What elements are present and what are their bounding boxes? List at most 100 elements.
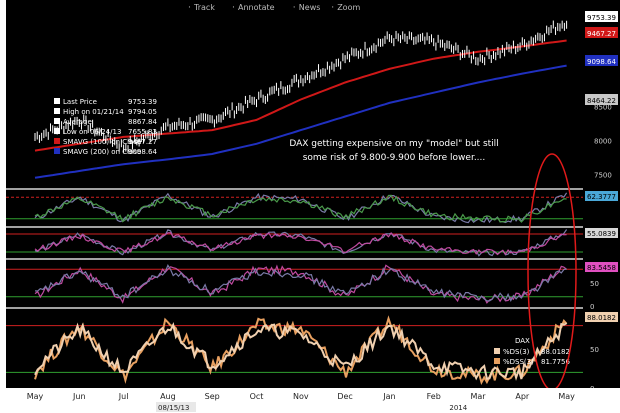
month-label: Aug <box>160 392 176 401</box>
date-tag-label: 08/15/13 <box>158 404 189 412</box>
legend-label: High on 01/21/14 <box>63 108 124 116</box>
month-label: Oct <box>250 392 264 401</box>
oscillator-line <box>34 192 568 224</box>
legend-value: 9753.39 <box>128 98 157 106</box>
oscillator-line <box>34 229 568 257</box>
month-label: Mar <box>470 392 486 401</box>
panel-tag: 55.0839 <box>585 228 618 238</box>
panel-tag: 88.0182 <box>585 312 618 322</box>
legend-swatch <box>54 148 60 154</box>
magnifier-icon: · <box>331 3 334 13</box>
stoch-legend-swatch <box>494 348 500 354</box>
panel-tag-box <box>585 262 618 272</box>
price-axis-tick: 8500 <box>594 103 612 111</box>
month-label: May <box>27 392 44 401</box>
legend-value: 9794.05 <box>128 108 157 116</box>
price-axis-tick: 8000 <box>594 137 612 145</box>
pencil-icon: · <box>232 3 235 13</box>
month-label: Jun <box>72 392 86 401</box>
date-tag-box <box>156 402 196 412</box>
legend-label: Last Price <box>63 98 97 106</box>
toolbar-item[interactable]: · News <box>293 3 321 13</box>
sma200-line <box>34 64 567 179</box>
price-series <box>34 20 568 154</box>
date-tag: 08/15/13 <box>156 402 196 412</box>
legend-value: 8867.84 <box>128 118 157 126</box>
legend-value: 9098.64 <box>128 148 157 156</box>
stoch-legend: DAX %DS(3) 88.0182 %DSS(3) 81.7756 <box>494 337 570 366</box>
month-label: Nov <box>293 392 309 401</box>
legend-label: SMAVG (100) on Close <box>63 138 141 146</box>
panel-tag-label: 55.0839 <box>587 230 616 238</box>
toolbar-label: Annotate <box>238 3 275 12</box>
month-label: Apr <box>515 392 530 401</box>
panel-tag-box <box>585 228 618 238</box>
panel-tick: 50 <box>590 280 599 288</box>
month-label: Jul <box>118 392 129 401</box>
legend-swatch <box>54 108 60 114</box>
x-axis-background <box>0 388 620 413</box>
plus-icon: · <box>188 3 191 13</box>
stoch-legend-title: DAX <box>515 337 530 345</box>
panel-tag: 83.5458 <box>585 262 618 272</box>
panel-tick: 0 <box>590 303 594 311</box>
panel-tag-box <box>585 312 618 322</box>
month-label: Feb <box>427 392 441 401</box>
price-tag: 9467.27 <box>585 27 618 38</box>
legend-swatch <box>54 118 60 124</box>
price-tag: 9753.39 <box>585 11 618 22</box>
toolbar-item[interactable]: · Zoom <box>331 3 360 13</box>
legend-value: 7655.83 <box>128 128 157 136</box>
price-tag-label: 9753.39 <box>587 14 616 22</box>
price-tag-box <box>585 11 618 22</box>
oscillator-line <box>34 315 568 386</box>
stoch-legend-swatch <box>494 358 500 364</box>
toolbar-label: News <box>299 3 321 12</box>
price-tag-box <box>585 94 618 105</box>
legend-value: 9467.27 <box>128 138 157 146</box>
price-legend: Last Price 9753.39 High on 01/21/14 9794.05… <box>54 98 157 156</box>
legend-swatch <box>54 128 60 134</box>
panel-tag: 62.3777 <box>585 191 618 201</box>
price-tag: 8464.22 <box>585 94 618 105</box>
panel-tag-box <box>585 191 618 201</box>
price-tag-box <box>585 55 618 66</box>
annotation-line-1: DAX getting expensive on my "model" but … <box>289 139 498 149</box>
price-tag-box <box>585 27 618 38</box>
toolbar-item[interactable]: · Track <box>188 3 215 13</box>
toolbar-label: Track <box>193 3 215 12</box>
panel-tag-label: 62.3777 <box>587 193 616 201</box>
news-icon: · <box>293 3 296 13</box>
month-label: Dec <box>337 392 352 401</box>
oscillator-line <box>34 232 567 256</box>
month-label: Jan <box>382 392 395 401</box>
price-axis-tick: 7500 <box>594 171 612 179</box>
month-label: Sep <box>205 392 220 401</box>
legend-label: Low on 06/24/13 <box>63 128 121 136</box>
sma100-line <box>34 39 567 152</box>
oscillator-line <box>34 264 567 304</box>
price-tag-label: 9467.27 <box>587 30 616 38</box>
price-tag-label: 9098.64 <box>587 58 616 66</box>
oscillator-line <box>34 263 567 303</box>
legend-label: Average <box>63 118 92 126</box>
stoch-legend-label: %DSS(3) <box>503 358 534 366</box>
legend-label: SMAVG (200) on Close <box>63 148 141 156</box>
price-tag: 9098.64 <box>585 55 618 66</box>
legend-swatch <box>54 138 60 144</box>
annotation-line-2: some risk of 9.800-9.900 before lower...… <box>303 153 486 163</box>
stoch-legend-label: %DS(3) <box>503 348 530 356</box>
stoch-legend-value: 88.0182 <box>541 348 570 356</box>
oscillator-line <box>34 322 568 381</box>
month-label: May <box>558 392 575 401</box>
toolbar-item[interactable]: · Annotate <box>232 3 275 13</box>
panel-tag-label: 83.5458 <box>587 264 616 272</box>
year-label: 2014 <box>449 404 467 412</box>
stoch-legend-value: 81.7756 <box>541 358 570 366</box>
panel-tag-label: 88.0182 <box>587 314 616 322</box>
oscillator-line <box>34 194 567 223</box>
price-tag-label: 8464.22 <box>587 97 616 105</box>
toolbar-label: Zoom <box>337 3 360 12</box>
